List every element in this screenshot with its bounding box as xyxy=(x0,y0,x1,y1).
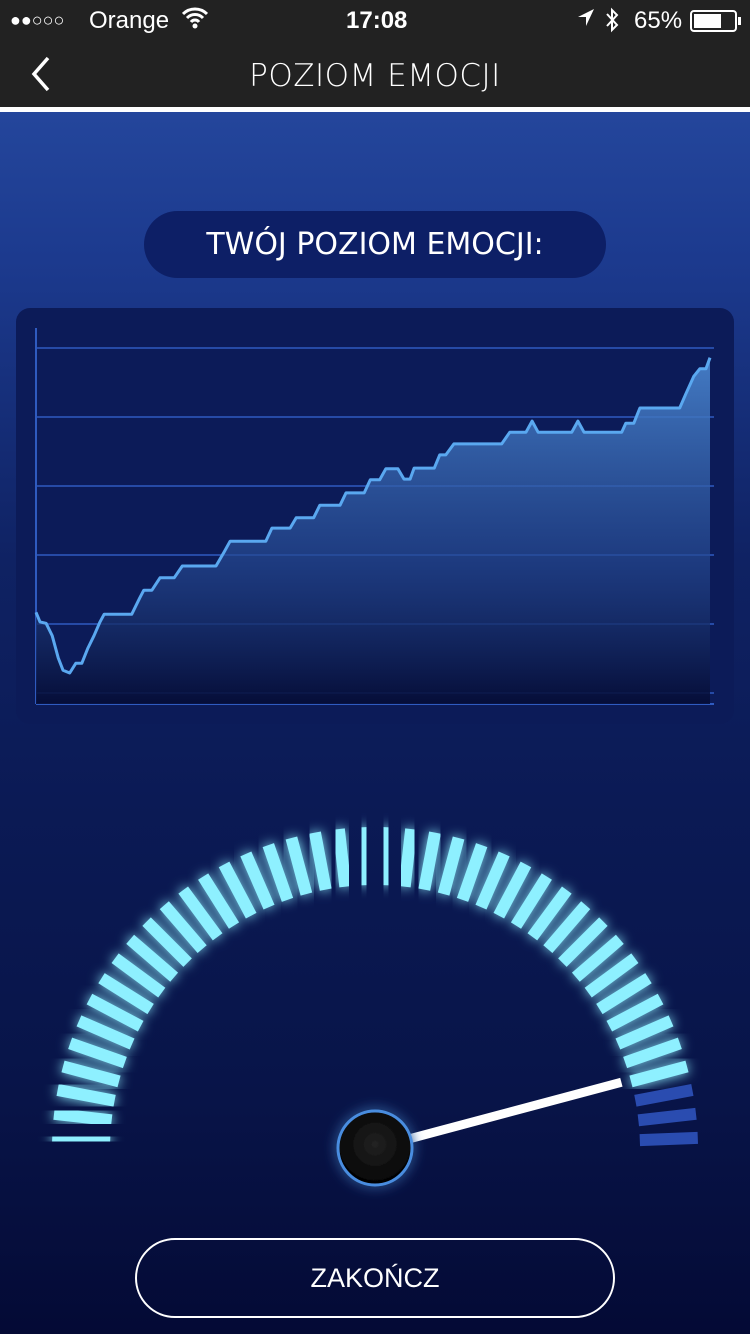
status-bar: ●●○○○ Orange 17:08 65% xyxy=(0,0,750,40)
gauge-tick xyxy=(456,843,488,902)
gauge-tick xyxy=(398,828,418,888)
gauge-tick xyxy=(623,1037,682,1069)
gauge-tick xyxy=(332,828,352,888)
emotion-gauge xyxy=(52,827,698,1187)
gauge-tick xyxy=(378,827,394,886)
gauge-tick xyxy=(596,973,652,1015)
gauge-tick xyxy=(639,1131,698,1147)
carrier-name: Orange xyxy=(89,7,170,34)
battery-percent: 65% xyxy=(634,7,683,34)
gauge-tick xyxy=(53,1107,113,1127)
clock: 17:08 xyxy=(346,7,408,34)
gauge-tick xyxy=(56,1084,116,1107)
signal-strength-icon: ●●○○○ xyxy=(10,10,65,30)
emotion-chart-panel xyxy=(16,308,734,724)
gauge-tick xyxy=(111,953,166,998)
gauge-tick xyxy=(527,886,572,941)
bluetooth-icon xyxy=(604,7,620,40)
gauge-tick xyxy=(629,1060,689,1088)
gauge-tick xyxy=(418,831,441,891)
gauge-tick xyxy=(126,934,179,982)
gauge-tick xyxy=(76,1015,135,1050)
gauge-tick xyxy=(142,917,192,967)
gauge-tick xyxy=(356,827,372,886)
gauge-needle xyxy=(373,1077,623,1153)
gauge-tick xyxy=(61,1060,121,1088)
emotion-level-heading: TWÓJ POZIOM EMOCJI: xyxy=(144,211,606,278)
gauge-tick xyxy=(510,873,552,929)
gauge-tick xyxy=(98,973,154,1015)
gauge-tick xyxy=(285,836,313,896)
gauge-pivot xyxy=(336,1109,414,1187)
gauge-tick xyxy=(571,934,624,982)
gauge-tick xyxy=(584,953,639,998)
gauge-tick xyxy=(262,843,294,902)
gauge-tick xyxy=(637,1107,697,1127)
wifi-icon xyxy=(181,7,209,36)
gauge-tick xyxy=(606,993,664,1032)
gauge-tick xyxy=(52,1131,111,1147)
gauge-tick xyxy=(558,917,608,967)
gauge-tick xyxy=(309,831,332,891)
gauge-tick xyxy=(475,851,510,910)
series-line xyxy=(34,357,712,675)
gauge-tick xyxy=(178,886,223,941)
chevron-left-icon xyxy=(31,56,50,92)
gauge-tick xyxy=(68,1037,127,1069)
location-arrow-icon xyxy=(576,7,596,36)
finish-button[interactable]: ZAKOŃCZ xyxy=(135,1238,615,1318)
gauge-tick xyxy=(240,851,275,910)
battery-icon xyxy=(690,10,742,39)
gauge-tick xyxy=(437,836,465,896)
gauge-tick xyxy=(615,1015,674,1050)
series-area xyxy=(36,357,710,704)
page-title: POZIOM EMOCJI xyxy=(249,58,501,94)
gauge-tick xyxy=(634,1084,694,1107)
navigation-bar: POZIOM EMOCJI xyxy=(0,40,750,112)
back-button[interactable] xyxy=(28,54,52,104)
emotion-chart xyxy=(34,328,714,705)
gauge-tick xyxy=(543,901,591,954)
gauge-tick xyxy=(493,861,532,919)
gauge-tick xyxy=(198,873,240,929)
gauge-tick xyxy=(218,861,257,919)
gauge-tick xyxy=(159,901,207,954)
gauge-tick xyxy=(86,993,144,1032)
